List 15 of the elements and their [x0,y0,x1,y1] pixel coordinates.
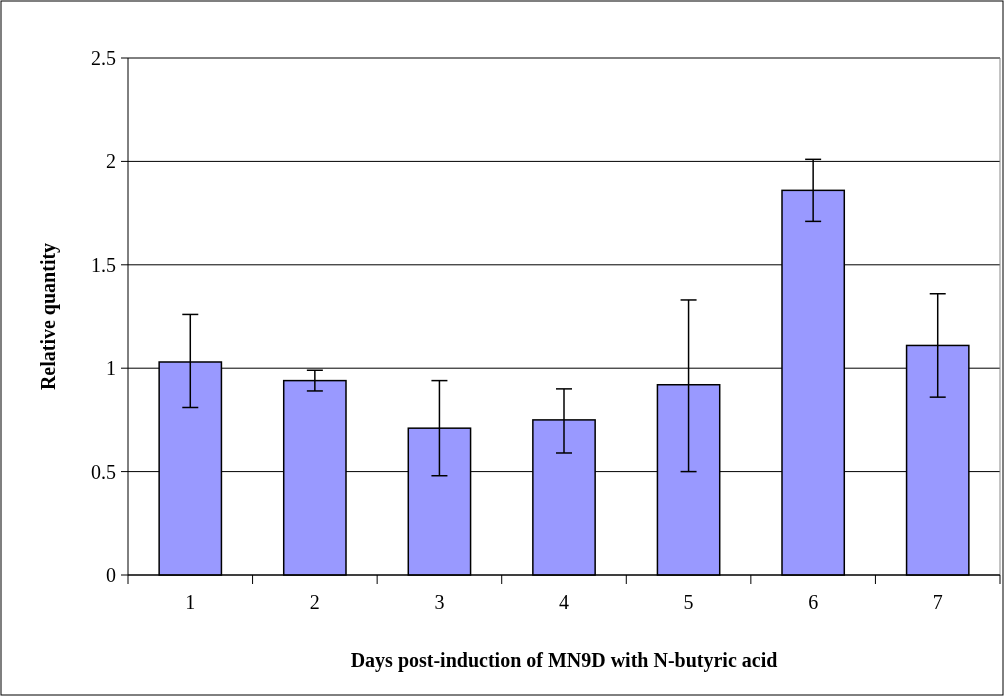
y-tick-label: 1.5 [91,253,116,276]
x-tick-label: 6 [808,591,819,613]
x-tick-label: 2 [309,591,320,613]
x-tick-label: 3 [434,591,445,613]
x-tick-label: 7 [932,591,943,613]
x-tick-label: 1 [185,591,196,613]
x-tick-label: 5 [683,591,694,613]
y-tick-label: 2 [106,150,116,173]
y-tick-label: 2.5 [91,47,116,69]
y-tick-label: 1 [106,357,116,380]
y-axis-title: Relative quantity [37,242,60,391]
y-tick-label: 0.5 [91,460,116,483]
x-axis-title: Days post-induction of MN9D with N-butyric acid [350,649,778,672]
y-tick-label: 0 [106,564,116,586]
x-tick-label: 4 [559,591,569,613]
